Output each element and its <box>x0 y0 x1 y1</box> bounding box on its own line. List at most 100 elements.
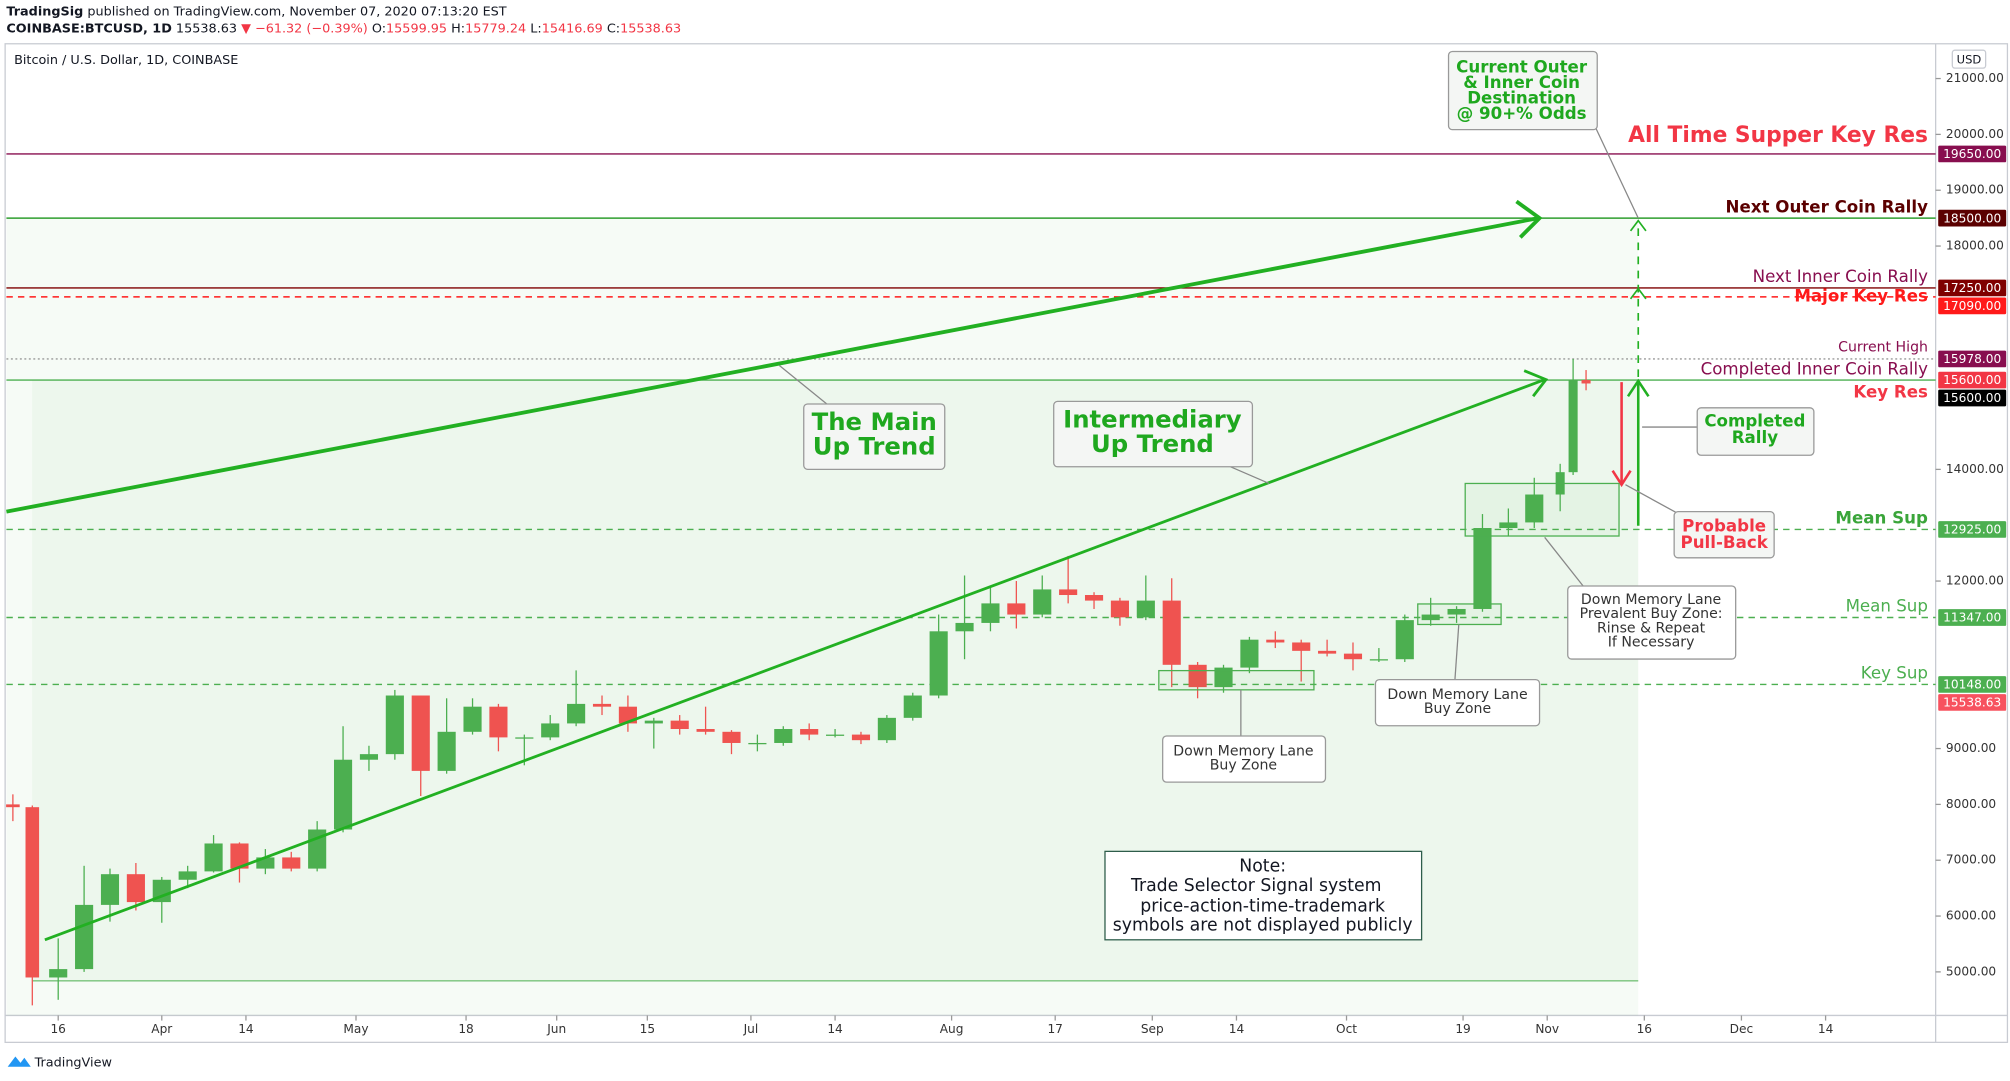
intermediary-trendline <box>44 378 1546 942</box>
callout-box <box>1673 511 1775 559</box>
pointer <box>1544 536 1584 587</box>
pointer <box>1595 128 1639 219</box>
symbol: COINBASE:BTCUSD, 1D <box>6 21 171 36</box>
last-price: 15538.63 <box>176 21 237 36</box>
note-text: price-action-time-trademark <box>1140 896 1385 916</box>
c-prefix: C: <box>607 21 620 36</box>
price-label: 10148.00 <box>1943 678 2001 692</box>
x-tick-label: Aug <box>940 1022 964 1036</box>
candle-body <box>929 631 948 696</box>
callout-text: Destination <box>1467 88 1576 107</box>
x-tick-label: Jul <box>743 1022 759 1036</box>
candle-body <box>256 857 275 869</box>
x-tick-label: 15 <box>640 1022 655 1036</box>
high: 15779.24 <box>465 21 526 36</box>
price-label: 17090.00 <box>1943 299 2001 313</box>
arrow-head <box>1611 469 1632 488</box>
x-tick-label: 14 <box>1818 1022 1834 1036</box>
callout-box <box>1696 407 1815 456</box>
callout-text: @ 90+% Odds <box>1457 104 1587 123</box>
quote-line: COINBASE:BTCUSD, 1D 15538.63 ▼ −61.32 (−… <box>6 21 681 36</box>
candle-body <box>955 622 974 632</box>
candle-body <box>696 729 715 732</box>
price-label: 19650.00 <box>1943 147 2001 161</box>
chart-title: Bitcoin / U.S. Dollar, 1D, COINBASE <box>14 53 238 68</box>
candle-body <box>1581 380 1591 384</box>
note-text: Trade Selector Signal system <box>1130 876 1382 896</box>
candle-body <box>126 874 145 903</box>
candle-body <box>1007 603 1026 615</box>
candle-body <box>800 729 819 735</box>
candle-body <box>722 731 741 743</box>
candle-body <box>1033 589 1052 615</box>
candle-body <box>49 969 68 978</box>
h-prefix: H: <box>451 21 465 36</box>
callout-box <box>1567 585 1737 660</box>
pointer <box>1625 484 1680 515</box>
price-label-bg <box>1938 609 2007 626</box>
callout-text: Up Trend <box>813 432 936 461</box>
currency-box <box>1951 49 1987 69</box>
candle-body <box>204 843 223 872</box>
candle-body <box>1136 600 1155 618</box>
candle-body <box>567 703 586 724</box>
drawings <box>6 199 1650 942</box>
published: published on TradingView.com, November 0… <box>87 4 506 19</box>
candle-body <box>1421 614 1440 621</box>
candle-body <box>1266 639 1285 643</box>
candle-body <box>541 723 560 738</box>
candle-body <box>359 754 379 760</box>
callout-text: Current Outer <box>1456 58 1588 77</box>
x-tick-label: 16 <box>1637 1022 1652 1036</box>
candle-body <box>100 874 120 905</box>
callout-text: & Inner Coin <box>1463 73 1580 92</box>
x-tick-label: Oct <box>1336 1022 1357 1036</box>
buy-zone <box>1417 603 1502 626</box>
x-tick-label: 14 <box>1229 1022 1245 1036</box>
candle-body <box>463 706 482 732</box>
author: TradingSig <box>6 4 83 19</box>
price-label-bg <box>1938 145 2007 163</box>
price-label: 15600.00 <box>1943 373 2001 387</box>
header-line: TradingSig published on TradingView.com,… <box>6 4 506 19</box>
callout-text: Buy Zone <box>1424 701 1491 717</box>
candle-body <box>1162 600 1181 665</box>
candle-body <box>774 729 793 743</box>
x-tick-label: 14 <box>827 1022 843 1036</box>
callouts: Current Outer & Inner Coin Destination @… <box>778 50 1815 941</box>
callout-text: Completed <box>1704 411 1805 430</box>
candle-body <box>6 804 20 808</box>
candle-body <box>592 703 612 707</box>
y-tick-label: 7000.00 <box>1946 853 1996 867</box>
callout-text: Prevalent Buy Zone: <box>1580 606 1723 622</box>
x-tick-label: 16 <box>50 1022 65 1036</box>
y-tick-label: 9000.00 <box>1946 741 1996 755</box>
change: ▼ −61.32 (−0.39%) <box>241 21 368 36</box>
candle-body <box>1369 659 1388 661</box>
y-tick-label: 20000.00 <box>1946 127 2004 141</box>
price-label-bg <box>1938 209 2007 227</box>
price-label-bg <box>1938 521 2007 538</box>
y-tick-label: 6000.00 <box>1946 909 1996 923</box>
note-text: Note: <box>1239 857 1286 877</box>
price-label: 15978.00 <box>1943 352 2001 366</box>
level-text: Key Res <box>1853 382 1928 401</box>
candle-body <box>903 695 922 718</box>
x-tick-label: 18 <box>458 1022 473 1036</box>
y-tick-label: 21000.00 <box>1946 71 2004 85</box>
y-tick-label: 14000.00 <box>1946 462 2004 476</box>
callout-text: Up Trend <box>1091 429 1214 458</box>
price-label: 15600.00 <box>1943 391 2001 405</box>
price-label: 11347.00 <box>1943 611 2001 625</box>
callout-text: Intermediary <box>1063 405 1242 434</box>
candle-body <box>437 731 456 771</box>
x-tick-label: 17 <box>1047 1022 1062 1036</box>
close: 15538.63 <box>620 21 681 36</box>
callout-text: Down Memory Lane <box>1173 743 1313 759</box>
main-trendline <box>6 216 1539 514</box>
price-label-bg <box>1938 297 2007 315</box>
level-text: Key Sup <box>1861 664 1928 683</box>
callout-text: The Main <box>812 407 937 436</box>
x-tick-label: May <box>343 1022 368 1036</box>
